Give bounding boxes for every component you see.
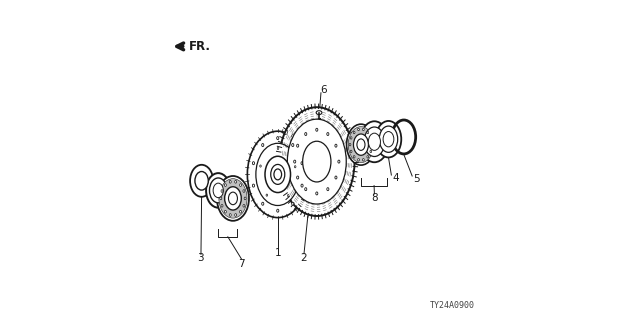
Ellipse shape — [243, 204, 245, 207]
Ellipse shape — [350, 150, 352, 153]
Ellipse shape — [229, 214, 231, 216]
Ellipse shape — [353, 131, 355, 134]
Ellipse shape — [276, 209, 279, 212]
Text: 3: 3 — [198, 252, 204, 263]
Ellipse shape — [206, 173, 230, 208]
Ellipse shape — [364, 127, 385, 156]
Ellipse shape — [316, 128, 318, 131]
Ellipse shape — [296, 144, 299, 147]
Ellipse shape — [357, 139, 365, 150]
Ellipse shape — [243, 190, 245, 192]
Ellipse shape — [362, 159, 364, 161]
Ellipse shape — [239, 210, 241, 213]
Ellipse shape — [294, 166, 296, 168]
Ellipse shape — [277, 148, 279, 149]
Ellipse shape — [225, 210, 227, 213]
Ellipse shape — [260, 165, 261, 167]
Ellipse shape — [316, 192, 318, 195]
Text: 2: 2 — [301, 252, 307, 263]
Ellipse shape — [235, 180, 237, 183]
Ellipse shape — [370, 150, 372, 153]
Text: 8: 8 — [371, 193, 378, 204]
Ellipse shape — [358, 159, 360, 161]
Ellipse shape — [287, 119, 346, 204]
Ellipse shape — [362, 128, 364, 131]
Ellipse shape — [244, 197, 246, 200]
Ellipse shape — [376, 121, 401, 157]
Ellipse shape — [217, 176, 249, 221]
Ellipse shape — [292, 202, 294, 205]
Ellipse shape — [370, 137, 372, 139]
Ellipse shape — [265, 156, 291, 193]
Ellipse shape — [367, 131, 369, 134]
Ellipse shape — [262, 144, 264, 147]
Ellipse shape — [305, 132, 307, 136]
Ellipse shape — [262, 202, 264, 205]
Ellipse shape — [228, 192, 237, 205]
Ellipse shape — [219, 179, 247, 218]
Ellipse shape — [247, 131, 308, 218]
Ellipse shape — [220, 197, 222, 200]
Ellipse shape — [279, 107, 355, 216]
Ellipse shape — [301, 162, 303, 165]
Ellipse shape — [371, 143, 372, 146]
Ellipse shape — [292, 144, 294, 147]
Ellipse shape — [195, 172, 208, 190]
Ellipse shape — [294, 160, 296, 163]
Ellipse shape — [296, 176, 299, 179]
Ellipse shape — [209, 178, 227, 203]
Text: 7: 7 — [238, 259, 245, 269]
Text: 6: 6 — [320, 84, 326, 95]
Ellipse shape — [305, 188, 307, 191]
Ellipse shape — [335, 176, 337, 179]
Ellipse shape — [221, 204, 223, 207]
Ellipse shape — [229, 180, 231, 183]
Ellipse shape — [225, 184, 227, 187]
Ellipse shape — [190, 165, 213, 197]
Ellipse shape — [301, 184, 303, 187]
Ellipse shape — [327, 132, 329, 136]
Ellipse shape — [239, 184, 241, 187]
Text: FR.: FR. — [189, 40, 211, 53]
Ellipse shape — [335, 144, 337, 147]
Ellipse shape — [225, 187, 241, 210]
Ellipse shape — [274, 169, 282, 180]
Ellipse shape — [347, 124, 376, 165]
Text: 4: 4 — [393, 172, 399, 183]
Ellipse shape — [350, 137, 352, 139]
Text: 5: 5 — [413, 174, 419, 184]
Ellipse shape — [316, 111, 322, 115]
Ellipse shape — [221, 190, 223, 192]
Text: 1: 1 — [275, 248, 281, 258]
Ellipse shape — [266, 194, 268, 196]
Ellipse shape — [349, 143, 351, 146]
Ellipse shape — [338, 160, 340, 163]
Ellipse shape — [252, 162, 255, 165]
Ellipse shape — [271, 164, 285, 184]
Ellipse shape — [369, 133, 380, 150]
Ellipse shape — [383, 132, 394, 147]
Ellipse shape — [360, 121, 388, 162]
Ellipse shape — [327, 188, 329, 191]
Ellipse shape — [235, 214, 237, 216]
Ellipse shape — [358, 128, 360, 131]
Ellipse shape — [256, 143, 300, 205]
Ellipse shape — [380, 126, 397, 152]
Ellipse shape — [367, 156, 369, 158]
Ellipse shape — [287, 195, 289, 197]
Text: TY24A0900: TY24A0900 — [430, 301, 475, 310]
Ellipse shape — [213, 183, 223, 198]
Ellipse shape — [353, 134, 369, 155]
Ellipse shape — [252, 184, 255, 187]
Ellipse shape — [303, 141, 331, 182]
Ellipse shape — [276, 137, 279, 140]
Ellipse shape — [353, 156, 355, 158]
Ellipse shape — [348, 127, 374, 163]
